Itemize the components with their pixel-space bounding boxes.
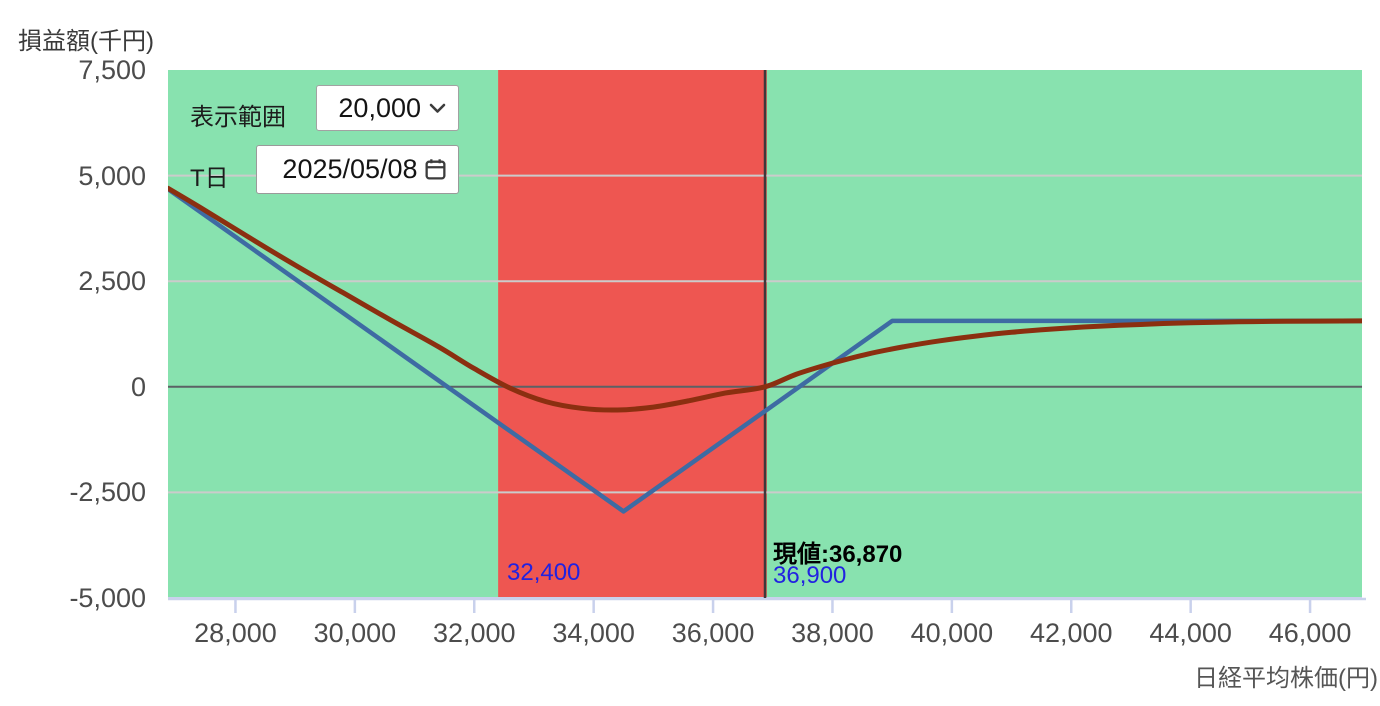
y-tick-label: 5,000 [78,160,146,191]
loss-zone-band [498,70,767,598]
x-tick-label: 30,000 [313,618,397,648]
x-tick-label: 46,000 [1268,618,1352,648]
y-tick-label: 7,500 [78,55,146,85]
chevron-down-icon [429,103,446,113]
expiry-payoff-line [168,186,1362,514]
band-lower-strike-label: 32,400 [507,559,581,586]
display-range-select[interactable]: 20,000 [316,85,459,131]
display-range-value: 20,000 [338,92,421,123]
x-axis-title: 日経平均株価(円) [1194,665,1378,692]
x-tick-label: 36,000 [671,618,755,648]
t-date-value: 2025/05/08 [282,154,418,184]
y-tick-label: 0 [130,371,146,402]
x-tick-label: 34,000 [552,618,635,648]
band-upper-bound-label: 36,900 [773,562,847,589]
x-tick-label: 28,000 [194,618,277,648]
display-range-label: 表示範囲 [190,104,286,131]
current-price-label: 現値:36,870 [773,541,903,568]
x-tick-label: 40,000 [910,618,994,648]
t-day-value-curve [168,185,1362,413]
x-tick-label: 42,000 [1029,618,1113,648]
y-axis-title: 損益額(千円) [18,28,154,55]
calendar-icon[interactable] [423,157,448,182]
x-tick-label: 44,000 [1149,618,1232,648]
y-tick-label: -2,500 [69,477,146,508]
x-tick-label: 32,000 [432,618,516,648]
y-tick-label: -5,000 [69,583,146,613]
x-tick-label: 38,000 [791,618,874,648]
y-tick-label: 2,500 [78,266,146,297]
t-date-input[interactable]: 2025/05/08 [256,145,459,194]
t-date-label: T日 [190,165,229,192]
